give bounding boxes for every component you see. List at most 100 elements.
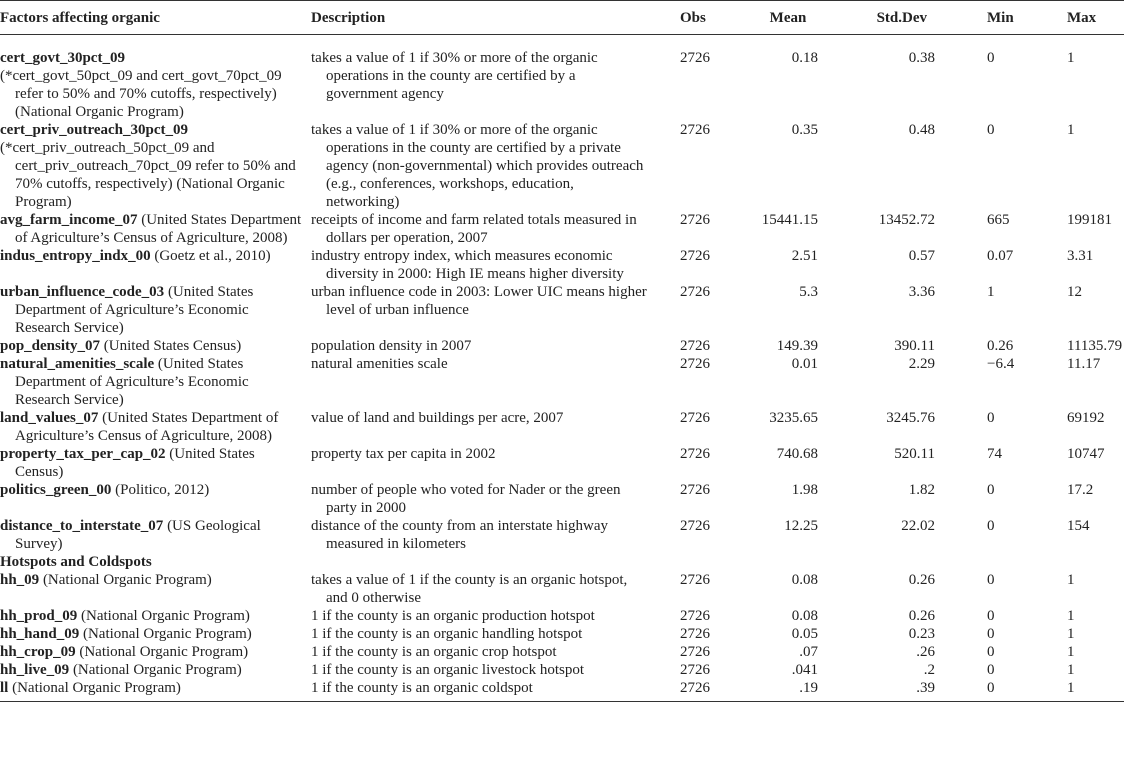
description-cell: industry entropy index, which measures e… [311, 248, 624, 282]
factor-cell: natural_amenities_scale (United States D… [0, 355, 311, 409]
factor-name: hh_live_09 [0, 662, 70, 678]
factor-name: distance_to_interstate_07 [0, 518, 164, 534]
factor-source: (US Geological Survey) [15, 518, 261, 552]
max-cell: 1 [1067, 680, 1075, 696]
obs-cell: 2726 [680, 248, 710, 264]
factor-name: politics_green_00 [0, 482, 112, 498]
description-cell: number of people who voted for Nader or … [311, 482, 621, 516]
column-header: Max [1067, 0, 1124, 35]
data-row: cert_priv_outreach_30pct_09 (*cert_priv_… [0, 121, 1124, 211]
obs-cell: 2726 [680, 122, 710, 138]
min-cell: 0 [987, 482, 995, 498]
min-cell: 665 [987, 212, 1010, 228]
std-dev-cell: 520.11 [894, 446, 935, 462]
mean-cell: 15441.15 [761, 212, 818, 228]
obs-cell: 2726 [680, 572, 710, 588]
column-header: Factors affecting organic [0, 0, 311, 35]
factor-cell: ll (National Organic Program) [0, 679, 311, 702]
obs-cell: 2726 [680, 284, 710, 300]
factor-source: (National Organic Program) [72, 662, 242, 678]
data-row: pop_density_07 (United States Census) pop… [0, 337, 1124, 355]
description-cell: 1 if the county is an organic crop hotsp… [311, 644, 557, 660]
min-cell: 0 [987, 410, 995, 426]
factor-cell: cert_priv_outreach_30pct_09 (*cert_priv_… [0, 121, 311, 211]
factor-name: urban_influence_code_03 [0, 284, 165, 300]
min-cell: −6.4 [987, 356, 1015, 372]
description-cell: urban influence code in 2003: Lower UIC … [311, 284, 647, 318]
std-dev-cell: 0.38 [908, 50, 935, 66]
data-row: hh_hand_09 (National Organic Program) 1 i… [0, 625, 1124, 643]
mean-cell: 5.3 [799, 284, 818, 300]
data-row: hh_crop_09 (National Organic Program) 1 i… [0, 643, 1124, 661]
obs-cell: 2726 [680, 212, 710, 228]
min-cell: 0.07 [987, 248, 1014, 264]
std-dev-cell: 0.23 [908, 626, 935, 642]
std-dev-cell: 1.82 [908, 482, 935, 498]
factor-cell: distance_to_interstate_07 (US Geological… [0, 517, 311, 553]
description-cell: 1 if the county is an organic handling h… [311, 626, 583, 642]
data-row: natural_amenities_scale (United States D… [0, 355, 1124, 409]
max-cell: 1 [1067, 608, 1075, 624]
obs-cell: 2726 [680, 680, 710, 696]
factor-name: pop_density_07 [0, 338, 101, 354]
factor-cell: hh_09 (National Organic Program) [0, 571, 311, 607]
factor-source: (National Organic Program) [12, 680, 181, 696]
min-cell: 0 [987, 680, 995, 696]
mean-cell: 740.68 [776, 446, 818, 462]
obs-cell: 2726 [680, 626, 710, 642]
description-cell: 1 if the county is an organic production… [311, 608, 595, 624]
data-row: cert_govt_30pct_09 (*cert_govt_50pct_09 … [0, 35, 1124, 122]
factor-cell: hh_crop_09 (National Organic Program) [0, 643, 311, 661]
factor-cell: hh_prod_09 (National Organic Program) [0, 607, 311, 625]
mean-cell: .041 [791, 662, 818, 678]
min-cell: 0 [987, 608, 995, 624]
factor-cell: land_values_07 (United States Department… [0, 409, 311, 445]
mean-cell: .19 [799, 680, 818, 696]
data-row: avg_farm_income_07 (United States Depart… [0, 211, 1124, 247]
max-cell: 3.31 [1067, 248, 1094, 264]
obs-cell: 2726 [680, 50, 710, 66]
max-cell: 69192 [1067, 410, 1105, 426]
factor-name: hh_prod_09 [0, 608, 78, 624]
mean-cell: 0.08 [791, 572, 818, 588]
mean-cell: 0.08 [791, 608, 818, 624]
obs-cell: 2726 [680, 662, 710, 678]
factor-cell: urban_influence_code_03 (United States D… [0, 283, 311, 337]
factor-cell: avg_farm_income_07 (United States Depart… [0, 211, 311, 247]
obs-cell: 2726 [680, 338, 710, 354]
description-cell: 1 if the county is an organic livestock … [311, 662, 585, 678]
factor-source: (National Organic Program) [79, 644, 249, 660]
min-cell: 0 [987, 518, 995, 534]
mean-cell: 1.98 [791, 482, 818, 498]
min-cell: 0 [987, 122, 995, 138]
std-dev-cell: 3.36 [908, 284, 935, 300]
std-dev-cell: .2 [923, 662, 935, 678]
std-dev-cell: 390.11 [894, 338, 935, 354]
factor-source: (*cert_govt_50pct_09 and cert_govt_70pct… [0, 68, 282, 120]
max-cell: 154 [1067, 518, 1090, 534]
column-header: Std.Dev [822, 0, 939, 35]
factor-source: (United States Department of Agriculture… [15, 284, 254, 336]
std-dev-cell: 22.02 [901, 518, 935, 534]
factor-name: avg_farm_income_07 [0, 212, 138, 228]
max-cell: 199181 [1067, 212, 1112, 228]
factor-name: cert_priv_outreach_30pct_09 [0, 122, 189, 138]
min-cell: 0 [987, 644, 995, 660]
factor-source: (United States Department of Agriculture… [15, 356, 249, 408]
description-cell: property tax per capita in 2002 [311, 446, 496, 462]
column-header: Min [939, 0, 1067, 35]
min-cell: 0 [987, 662, 995, 678]
description-cell: value of land and buildings per acre, 20… [311, 410, 564, 426]
data-row: distance_to_interstate_07 (US Geological… [0, 517, 1124, 553]
factor-source: (*cert_priv_outreach_50pct_09 and cert_p… [0, 140, 296, 210]
min-cell: 1 [987, 284, 995, 300]
std-dev-cell: .26 [916, 644, 935, 660]
factor-source: (United States Department of Agriculture… [15, 410, 279, 444]
min-cell: 0 [987, 572, 995, 588]
mean-cell: 12.25 [784, 518, 818, 534]
max-cell: 11.17 [1067, 356, 1101, 372]
mean-cell: 0.35 [791, 122, 818, 138]
std-dev-cell: 0.57 [908, 248, 935, 264]
mean-cell: 149.39 [776, 338, 818, 354]
max-cell: 11135.79 [1067, 338, 1123, 354]
